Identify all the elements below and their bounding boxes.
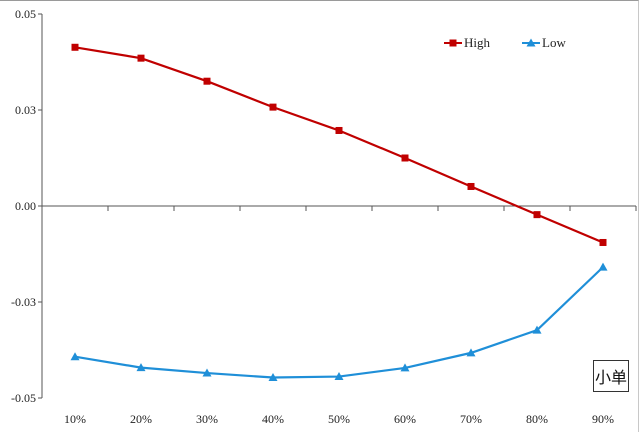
data-point-high	[203, 77, 211, 85]
data-point-low	[532, 325, 542, 334]
y-tick-label: -0.03	[11, 295, 36, 309]
x-tick-label: 30%	[196, 412, 218, 426]
legend-label-high: High	[464, 35, 491, 50]
y-tick-label: -0.05	[11, 391, 36, 405]
data-point-low	[136, 363, 146, 372]
data-point-low	[202, 368, 212, 377]
data-point-high	[335, 126, 343, 134]
data-point-high	[599, 238, 607, 246]
x-tick-label: 90%	[592, 412, 614, 426]
x-tick-label: 60%	[394, 412, 416, 426]
x-tick-label: 20%	[130, 412, 152, 426]
y-tick-label: 0.00	[15, 199, 36, 213]
y-tick-label: 0.03	[15, 103, 36, 117]
legend-marker-low	[526, 38, 536, 47]
x-tick-label: 10%	[64, 412, 86, 426]
x-tick-label: 50%	[328, 412, 350, 426]
data-point-high	[71, 43, 79, 51]
series-line-high	[74, 46, 604, 244]
series-line-low	[74, 266, 604, 379]
data-point-high	[401, 154, 409, 162]
data-point-high	[137, 54, 145, 62]
data-point-low	[268, 373, 278, 382]
x-tick-label: 70%	[460, 412, 482, 426]
data-point-low	[70, 352, 80, 361]
y-tick-label: 0.05	[15, 7, 36, 21]
data-point-high	[269, 103, 277, 111]
data-point-high	[533, 211, 541, 219]
x-tick-label: 80%	[526, 412, 548, 426]
data-point-low	[400, 363, 410, 372]
data-point-high	[467, 182, 475, 190]
legend-label-low: Low	[542, 35, 566, 50]
x-tick-label: 40%	[262, 412, 284, 426]
data-point-low	[334, 372, 344, 381]
data-point-low	[466, 348, 476, 357]
data-point-low	[598, 262, 608, 271]
legend-marker-high	[449, 39, 457, 47]
annotation-box: 小单	[593, 360, 629, 392]
